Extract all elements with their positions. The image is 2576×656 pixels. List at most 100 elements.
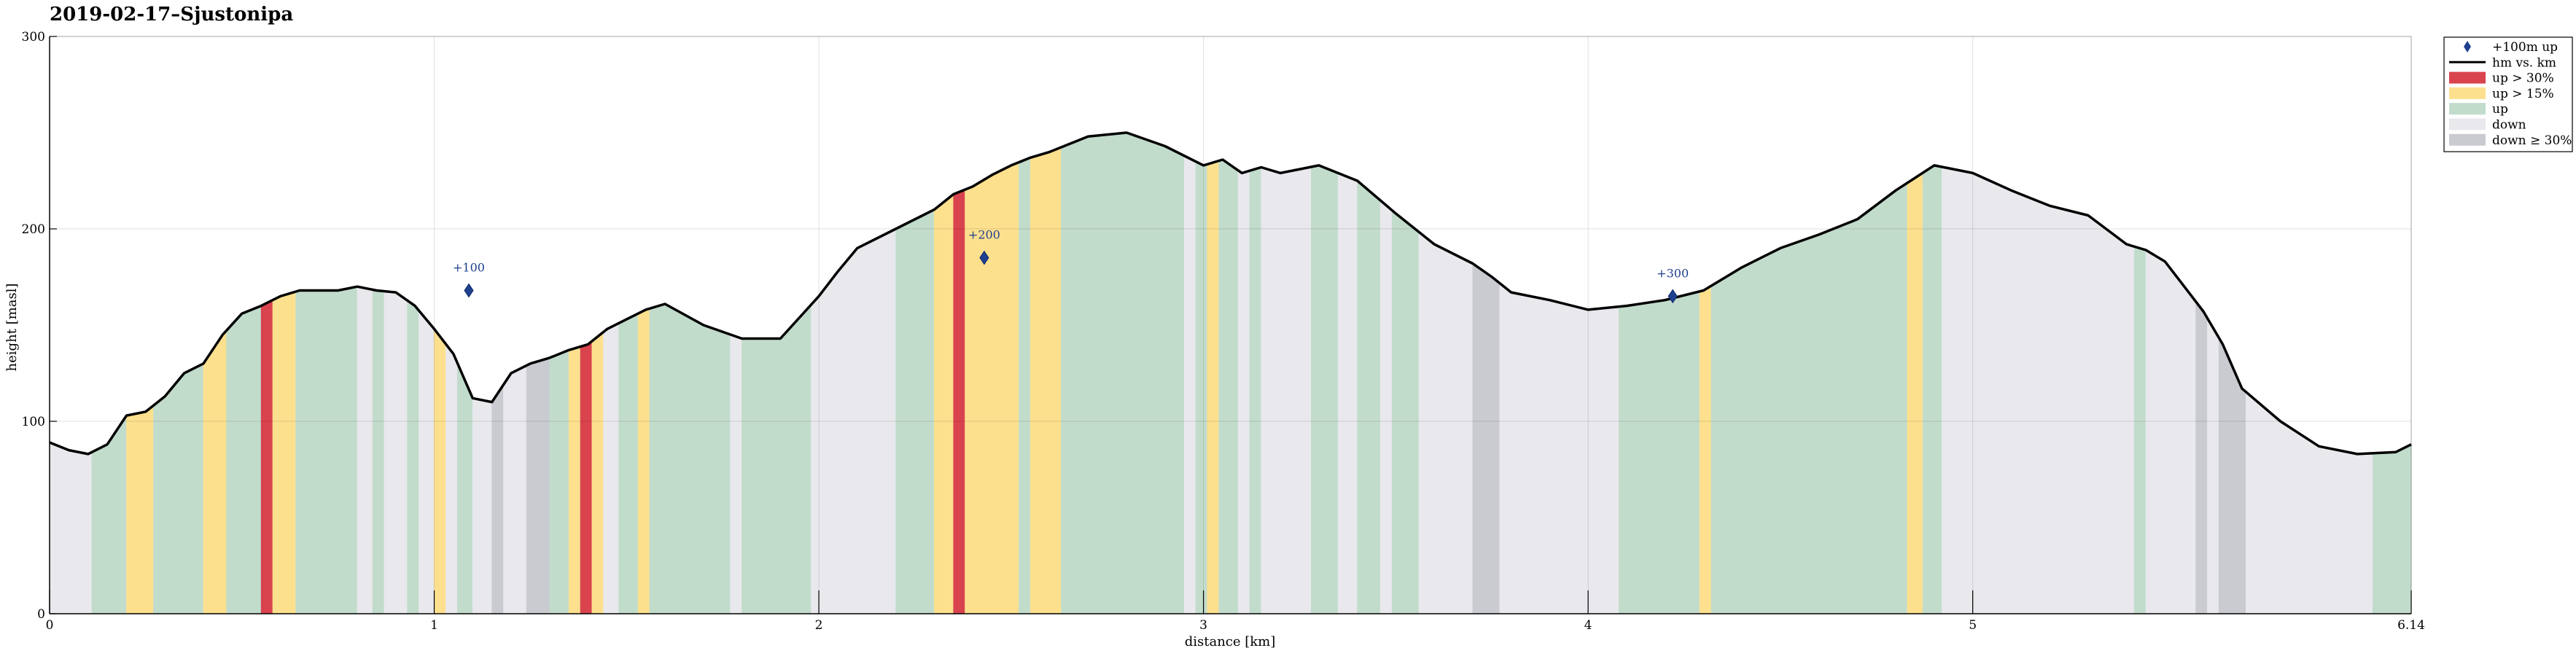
grid-lines — [50, 36, 2411, 614]
legend-swatch — [2449, 71, 2486, 84]
segment-up — [1061, 132, 1185, 614]
segment-up — [1195, 161, 1208, 614]
milestone-label: +100 — [453, 260, 485, 274]
y-tick-label: 300 — [22, 30, 45, 44]
y-tick-label: 0 — [37, 607, 45, 622]
segment-mod_up — [568, 346, 581, 614]
segment-down — [357, 286, 373, 614]
segment-down — [1261, 166, 1312, 614]
segment-up — [549, 349, 569, 614]
x-tick-label: 6.14 — [2397, 618, 2425, 633]
segment-down — [1237, 170, 1250, 614]
segment-down — [472, 397, 492, 614]
gradient-segments — [49, 132, 2412, 614]
segment-up — [456, 362, 473, 614]
segment-down — [1183, 155, 1196, 614]
segment-up — [618, 313, 639, 614]
segment-down — [1418, 231, 1474, 614]
y-tick-label: 100 — [22, 415, 45, 429]
legend-label: up — [2492, 102, 2508, 117]
legend-label: hm vs. km — [2492, 55, 2556, 70]
segment-up — [1311, 165, 1339, 614]
chart-title: 2019-02-17–Sjustonipa — [50, 4, 293, 26]
segment-up — [1357, 180, 1381, 614]
milestone-marker — [464, 283, 474, 298]
segment-up — [295, 286, 358, 614]
x-tick-label: 5 — [1969, 618, 1977, 633]
segment-down — [445, 343, 458, 614]
milestone-marker — [979, 250, 989, 265]
segment-up — [1922, 165, 1942, 614]
legend-label: up > 30% — [2492, 71, 2554, 86]
x-tick-label: 3 — [1199, 618, 1207, 633]
segment-mod_up — [203, 329, 227, 614]
segment-down — [603, 322, 619, 614]
milestone-markers: +100 +200 +300 — [453, 228, 1689, 304]
segment-down — [503, 364, 527, 614]
segment-mod_up — [934, 193, 954, 614]
x-tick-label: 1 — [430, 618, 438, 633]
axes — [49, 36, 2412, 614]
legend-label: +100m up — [2492, 40, 2558, 55]
segment-mod_up — [591, 331, 604, 614]
legend-swatch — [2449, 103, 2486, 115]
segment-mod_up — [637, 308, 650, 614]
segment-steep_down — [1472, 262, 1501, 614]
segment-steep_down — [491, 383, 504, 614]
legend-swatch — [2449, 87, 2486, 99]
y-tick-label: 200 — [22, 222, 45, 237]
segment-up — [895, 209, 935, 614]
segment-up — [649, 303, 731, 614]
segment-down — [1942, 166, 2135, 614]
segment-mod_up — [272, 291, 296, 614]
segment-up — [1619, 291, 1700, 614]
x-tick-label: 2 — [815, 618, 823, 633]
segment-up — [742, 304, 812, 614]
segment-steep_up — [580, 340, 593, 614]
segment-mod_up — [1030, 147, 1062, 614]
legend-swatch — [2449, 118, 2486, 130]
segment-steep_up — [953, 189, 965, 614]
segment-up — [2372, 444, 2412, 614]
segment-up — [407, 300, 419, 614]
milestone-marker — [1668, 289, 1678, 304]
segment-down — [419, 310, 435, 614]
segment-up — [1391, 209, 1420, 614]
x-tick-label: 4 — [1584, 618, 1592, 633]
segment-mod_up — [434, 328, 446, 614]
milestone-label: +200 — [968, 228, 1000, 242]
segment-mod_up — [1699, 285, 1712, 614]
y-axis-label: height [masl] — [4, 284, 20, 372]
segment-down — [1499, 282, 1619, 614]
profile-line — [49, 131, 2412, 456]
segment-mod_up — [1907, 172, 1923, 614]
x-tick-label: 0 — [46, 618, 54, 633]
segment-up — [1249, 167, 1261, 614]
segment-up — [372, 289, 385, 614]
legend-marker-icon — [2464, 41, 2471, 52]
segment-down — [384, 291, 408, 614]
segment-up — [226, 305, 262, 614]
segment-down — [1337, 172, 1358, 614]
x-axis-label: distance [km] — [1185, 634, 1276, 649]
profile-line-group — [49, 131, 2412, 456]
legend-swatch — [2449, 133, 2486, 146]
segment-up — [2133, 246, 2147, 614]
segment-down — [1380, 200, 1393, 614]
segment-down — [2145, 249, 2196, 614]
tick-labels: 0 1 2 3 4 5 6.14 0 100 200 300 — [22, 30, 2425, 633]
legend-label: down — [2492, 118, 2526, 133]
segment-up — [1218, 159, 1239, 614]
segment-steep_down — [526, 357, 550, 614]
segment-steep_down — [2195, 300, 2208, 614]
segment-down — [730, 334, 742, 614]
segment-up — [1019, 157, 1031, 614]
segment-mod_up — [126, 405, 154, 614]
segment-steep_up — [260, 300, 273, 614]
legend-label: down ≥ 30% — [2492, 133, 2572, 148]
milestone-label: +300 — [1657, 266, 1689, 280]
legend-label: up > 15% — [2492, 87, 2554, 101]
segment-down — [2207, 317, 2219, 614]
